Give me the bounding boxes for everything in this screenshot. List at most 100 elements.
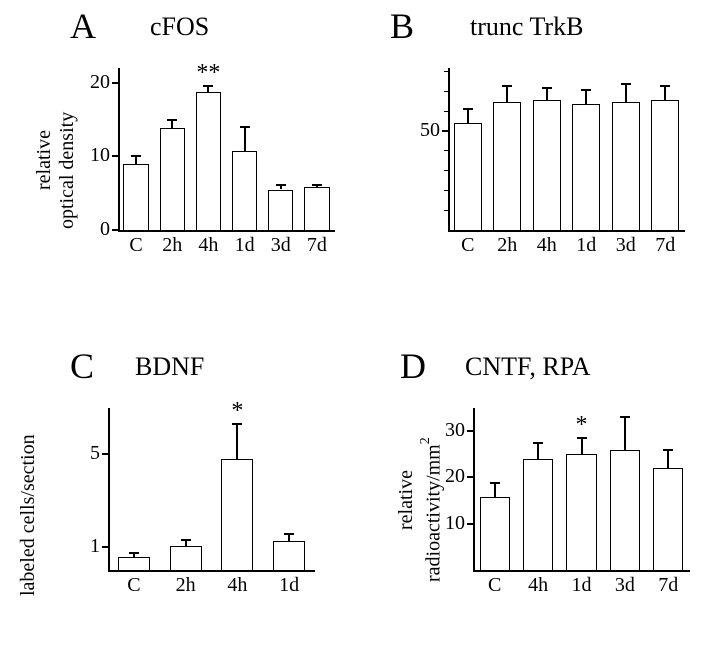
x-tick-label: 4h <box>516 574 559 597</box>
x-tick-label: C <box>473 574 516 597</box>
y-tick <box>112 229 118 231</box>
bar <box>610 450 640 570</box>
error-cap <box>581 89 591 91</box>
x-tick-label: 4h <box>527 234 567 257</box>
bar <box>118 557 150 570</box>
x-tick-label: 1d <box>567 234 607 257</box>
error-bar <box>506 86 508 102</box>
significance-marker: * <box>567 412 597 439</box>
x-axis <box>473 570 690 572</box>
panel-a-letter: A <box>70 5 96 47</box>
bar <box>612 102 640 230</box>
bar <box>572 104 600 230</box>
error-cap <box>129 552 139 554</box>
y-tick <box>467 476 473 478</box>
y-tick <box>102 453 108 455</box>
error-cap <box>621 83 631 85</box>
y-tick <box>467 523 473 525</box>
error-cap <box>502 85 512 87</box>
error-cap <box>663 449 673 451</box>
panel-d-ylabel-text: relative radioactivity/mm <box>395 445 445 583</box>
panel-c-chart: 15C2h4h*1d <box>80 398 320 598</box>
panel-a-chart: 01020C2h4h**1d3d7d <box>90 58 340 258</box>
panel-b-title: trunc TrkB <box>470 12 583 42</box>
x-tick-label: 1d <box>560 574 603 597</box>
error-bar <box>494 483 496 498</box>
x-tick-label: 4h <box>212 574 264 597</box>
bar <box>566 454 596 570</box>
panel-c: C BDNF labeled cells/section 15C2h4h*1d <box>0 340 360 660</box>
x-tick-label: 2h <box>160 574 212 597</box>
panel-c-title: BDNF <box>135 352 204 382</box>
error-cap <box>463 108 473 110</box>
panel-c-ylabel-text: labeled cells/section <box>17 434 39 596</box>
bar <box>196 92 221 230</box>
x-axis <box>118 230 335 232</box>
y-axis <box>108 408 110 570</box>
bar <box>533 100 561 230</box>
y-tick-label: 0 <box>90 218 110 241</box>
x-tick-label: C <box>108 574 160 597</box>
y-minor-tick <box>444 190 448 191</box>
error-cap <box>167 119 177 121</box>
panel-d-letter: D <box>400 345 426 387</box>
error-cap <box>240 126 250 128</box>
panel-a-title: cFOS <box>150 12 209 42</box>
y-minor-tick <box>444 71 448 72</box>
x-tick-label: 1d <box>263 574 315 597</box>
error-bar <box>244 127 246 151</box>
bar <box>160 128 185 230</box>
y-axis <box>118 68 120 230</box>
error-bar <box>467 109 469 123</box>
y-tick <box>112 82 118 84</box>
panel-b-letter: B <box>390 5 414 47</box>
error-bar <box>135 156 137 164</box>
y-tick-label: 1 <box>80 535 100 558</box>
error-cap <box>490 482 500 484</box>
x-tick-label: 7d <box>299 234 335 257</box>
y-tick-label: 50 <box>420 119 440 142</box>
panel-a-ylabel-text: relative optical density <box>33 111 78 228</box>
error-cap <box>284 533 294 535</box>
bar <box>232 151 257 230</box>
y-tick <box>467 430 473 432</box>
y-tick-label: 20 <box>90 71 110 94</box>
panel-c-ylabel: labeled cells/section <box>17 420 40 610</box>
error-bar <box>624 417 626 449</box>
y-tick <box>112 155 118 157</box>
error-cap <box>533 442 543 444</box>
x-tick-label: 3d <box>603 574 646 597</box>
x-axis <box>108 570 315 572</box>
y-tick-label: 5 <box>80 442 100 465</box>
error-cap <box>131 155 141 157</box>
significance-marker: ** <box>193 60 223 87</box>
y-minor-tick <box>444 150 448 151</box>
bar <box>480 497 510 570</box>
error-bar <box>625 84 627 102</box>
error-cap <box>542 87 552 89</box>
panel-d-chart: 102030C4h1d*3d7d <box>445 398 695 598</box>
y-minor-tick <box>444 91 448 92</box>
bar <box>170 546 202 570</box>
y-minor-tick <box>444 111 448 112</box>
x-tick-label: 2h <box>154 234 190 257</box>
x-tick-label: 1d <box>227 234 263 257</box>
panel-d-title: CNTF, RPA <box>465 352 591 382</box>
bar <box>454 123 482 230</box>
x-tick-label: 3d <box>263 234 299 257</box>
x-tick-label: 7d <box>647 574 690 597</box>
y-minor-tick <box>444 131 448 132</box>
panel-d: D CNTF, RPA relative radioactivity/mm2 1… <box>360 340 720 660</box>
bar <box>273 541 305 570</box>
x-axis <box>448 230 685 232</box>
y-tick-label: 20 <box>445 465 465 488</box>
x-tick-label: 4h <box>190 234 226 257</box>
y-tick-label: 30 <box>445 419 465 442</box>
bar <box>651 100 679 230</box>
bar <box>304 187 329 230</box>
panel-b: B trunc TrkB 50C2h4h1d3d7d <box>360 0 720 320</box>
error-cap <box>276 184 286 186</box>
y-minor-tick <box>444 210 448 211</box>
panel-a-ylabel: relative optical density <box>10 80 102 260</box>
error-bar <box>537 443 539 459</box>
